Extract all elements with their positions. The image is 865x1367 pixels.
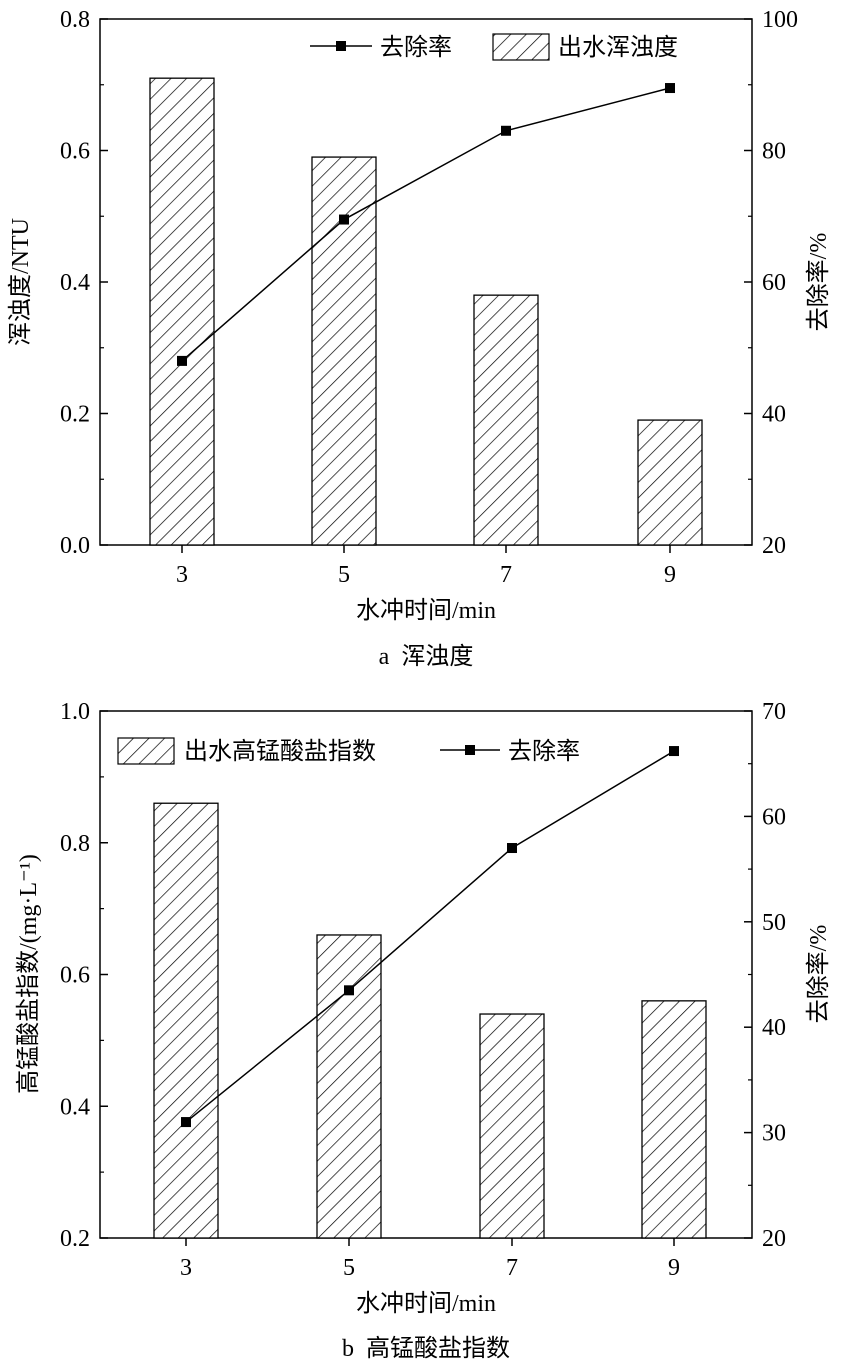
- bar-9: [637, 419, 703, 546]
- x-tick-label: 5: [343, 1255, 355, 1281]
- right-axis-ticks-b: 20 30 40 50 60 70: [744, 699, 786, 1252]
- x-tick-label: 7: [506, 1255, 518, 1281]
- removal-rate-line: [181, 87, 671, 362]
- x-tick-label: 3: [180, 1255, 192, 1281]
- bar-series-a: [149, 77, 703, 546]
- left-axis-ticks-b: 0.2 0.4 0.6 0.8 1.0: [60, 699, 108, 1252]
- x-tick-label: 9: [668, 1255, 680, 1281]
- x-tick-label: 9: [664, 562, 676, 588]
- point-7: [507, 843, 517, 854]
- x-tick-label: 5: [338, 562, 350, 588]
- bar-3: [153, 802, 219, 1239]
- right-tick-label: 40: [762, 1015, 786, 1041]
- x-tick-label: 7: [500, 562, 512, 588]
- bar-7: [473, 294, 539, 546]
- left-tick-label: 0.4: [60, 1094, 90, 1120]
- line-series-b: [181, 746, 679, 1128]
- point-7: [501, 125, 511, 136]
- right-tick-label: 40: [762, 402, 786, 428]
- right-tick-label: 60: [762, 270, 786, 296]
- point-3: [177, 355, 187, 366]
- left-tick-label: 0.8: [60, 831, 90, 857]
- legend-line-marker-a: [310, 41, 372, 51]
- x-axis-title-a: 水冲时间/min: [356, 597, 496, 624]
- x-axis-ticks-b: 3 5 7 9: [180, 1238, 680, 1281]
- right-tick-label: 100: [762, 7, 798, 33]
- legend-a: 去除率 出水浑浊度: [310, 33, 678, 61]
- right-tick-label: 50: [762, 910, 786, 936]
- caption-b: b 高锰酸盐指数: [342, 1335, 510, 1362]
- left-tick-label: 0.8: [60, 7, 90, 33]
- legend-label-bar-b: 出水高锰酸盐指数: [184, 738, 376, 765]
- left-tick-label: 0.2: [60, 402, 90, 428]
- legend-label-bar-a: 出水浑浊度: [558, 34, 678, 61]
- bar-7: [479, 1013, 545, 1239]
- left-tick-label: 1.0: [60, 699, 90, 725]
- legend-bar-swatch-b: [117, 737, 175, 765]
- right-tick-label: 20: [762, 533, 786, 559]
- chart-panel-a: 0.0 0.2 0.4 0.6 0.8 20 40 60 80 100 3 5 7 9 浑浊度/NTU…: [7, 7, 832, 670]
- point-9: [665, 83, 675, 94]
- left-tick-label: 0.6: [60, 139, 90, 165]
- point-3: [181, 1117, 191, 1128]
- legend-line-marker-b: [440, 745, 500, 755]
- bar-9: [641, 1000, 707, 1239]
- right-axis-ticks-a: 20 40 60 80 100: [744, 7, 798, 559]
- line-series-a: [177, 83, 675, 366]
- x-axis-title-b: 水冲时间/min: [356, 1290, 496, 1317]
- left-tick-label: 0.6: [60, 963, 90, 989]
- right-tick-label: 60: [762, 804, 786, 830]
- caption-a: a 浑浊度: [379, 643, 474, 670]
- legend-label-line-a: 去除率: [380, 34, 452, 61]
- y-axis-title-right-b: 去除率/%: [805, 925, 832, 1024]
- right-tick-label: 20: [762, 1226, 786, 1252]
- y-axis-title-left-a: 浑浊度/NTU: [7, 218, 34, 346]
- left-tick-label: 0.4: [60, 270, 90, 296]
- x-axis-ticks-a: 3 5 7 9: [176, 545, 676, 588]
- point-9: [669, 746, 679, 757]
- chart-panel-b: 0.2 0.4 0.6 0.8 1.0 20 30 40 50 60 70 3 5 7 9 高锰酸盐指数…: [15, 699, 832, 1362]
- bar-series-b: [153, 802, 707, 1239]
- legend-b: 出水高锰酸盐指数 去除率: [117, 737, 580, 765]
- bar-5: [316, 934, 382, 1239]
- left-tick-label: 0.0: [60, 533, 90, 559]
- y-axis-title-left-b: 高锰酸盐指数/(mg·L⁻¹): [15, 854, 42, 1094]
- bar-3: [149, 77, 215, 546]
- right-tick-label: 80: [762, 139, 786, 165]
- legend-bar-swatch-a: [492, 33, 550, 61]
- x-tick-label: 3: [176, 562, 188, 588]
- legend-label-line-b: 去除率: [508, 738, 580, 765]
- right-tick-label: 70: [762, 699, 786, 725]
- point-5: [339, 214, 349, 225]
- y-axis-title-right-a: 去除率/%: [805, 233, 832, 332]
- left-axis-ticks-a: 0.0 0.2 0.4 0.6 0.8: [60, 7, 108, 559]
- point-5: [344, 985, 354, 996]
- right-tick-label: 30: [762, 1121, 786, 1147]
- removal-rate-line: [185, 750, 675, 1123]
- left-tick-label: 0.2: [60, 1226, 90, 1252]
